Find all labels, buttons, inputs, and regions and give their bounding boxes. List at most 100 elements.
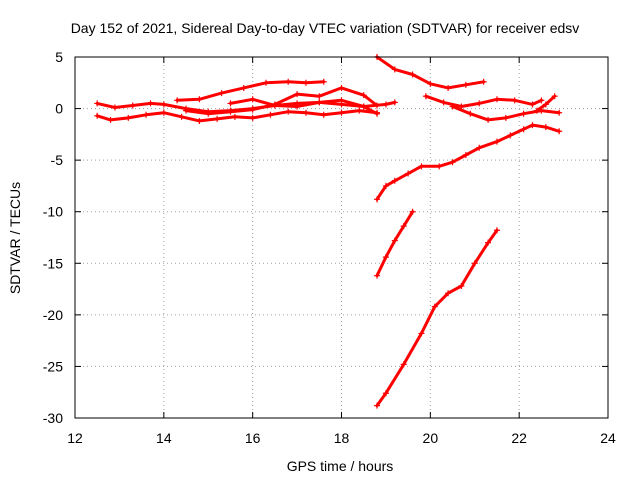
data-point [227,108,234,115]
data-point [374,402,381,409]
data-point [529,101,536,108]
data-point [476,100,483,107]
data-point [542,124,549,131]
data-point [218,90,225,97]
data-point [196,96,203,103]
data-point [520,126,527,133]
data-point [320,78,327,85]
chart-series [94,54,563,409]
data-point [302,109,309,116]
data-point [436,163,443,170]
data-point [418,330,425,337]
data-point [111,104,118,111]
data-point [249,96,256,103]
data-point [107,116,114,123]
data-point [445,290,452,297]
data-point [542,101,549,108]
series-line [184,86,379,116]
data-point [449,103,456,110]
data-point [382,101,389,108]
data-point [125,114,132,121]
y-tick-label: 0 [55,101,63,117]
data-point [391,177,398,184]
y-tick-label: -5 [51,152,64,168]
data-point [493,227,500,234]
data-point [507,132,514,139]
x-tick-label: 18 [334,430,350,446]
series-line [229,97,379,116]
data-point [462,81,469,88]
data-point [471,260,478,267]
series-arc-12 [374,227,500,409]
data-point [338,84,345,91]
x-tick-label: 14 [156,430,172,446]
y-tick-label: -15 [43,255,63,271]
data-point [231,113,238,120]
data-point [533,107,540,114]
data-point [476,144,483,151]
series-arc-9 [533,93,558,114]
x-tick-label: 12 [67,430,83,446]
data-point [214,115,221,122]
data-point [338,97,345,104]
data-point [520,110,527,117]
data-point [391,99,398,106]
data-point [316,99,323,106]
data-point [285,78,292,85]
data-point [94,112,101,119]
series-arc-11 [374,208,416,279]
data-point [409,71,416,78]
data-point [462,151,469,158]
data-point [493,138,500,145]
data-point [427,80,434,87]
series-arc-7 [422,93,545,110]
data-point [467,110,474,117]
y-tick-label: -20 [43,307,63,323]
series-line [375,228,499,408]
x-tick-label: 24 [600,430,616,446]
x-tick-label: 20 [423,430,439,446]
data-point [409,208,416,215]
data-point [285,108,292,115]
x-tick-label: 16 [245,430,261,446]
data-point [374,102,381,109]
data-point [302,79,309,86]
data-point [360,103,367,110]
data-point [262,79,269,86]
data-point [480,78,487,85]
data-point [267,111,274,118]
data-point [422,93,429,100]
data-point [458,282,465,289]
series-line [424,94,543,108]
data-point [400,361,407,368]
data-point [240,84,247,91]
data-point [418,163,425,170]
data-point [249,106,256,113]
data-point [538,97,545,104]
x-axis-label: GPS time / hours [287,458,394,474]
data-point [227,100,234,107]
series-line [375,123,561,201]
data-point [440,99,447,106]
data-point [183,107,190,114]
data-point [485,116,492,123]
data-point [360,92,367,99]
data-point [249,114,256,121]
series-line [375,210,415,278]
data-point [94,100,101,107]
data-point [196,117,203,124]
data-point [391,237,398,244]
data-point [382,182,389,189]
data-point [316,93,323,100]
chart-ticks: 12 14 16 18 20 22 24 -30 -25 -20 -15 -10 -5 0 5 [43,49,616,446]
series-arc-2 [94,107,381,124]
data-point [485,239,492,246]
data-point [356,107,363,114]
y-tick-label: -10 [43,204,63,220]
data-point [556,128,563,135]
data-point [129,102,136,109]
y-tick-label: -25 [43,358,63,374]
series-arc-5 [227,96,381,117]
data-point [374,196,381,203]
